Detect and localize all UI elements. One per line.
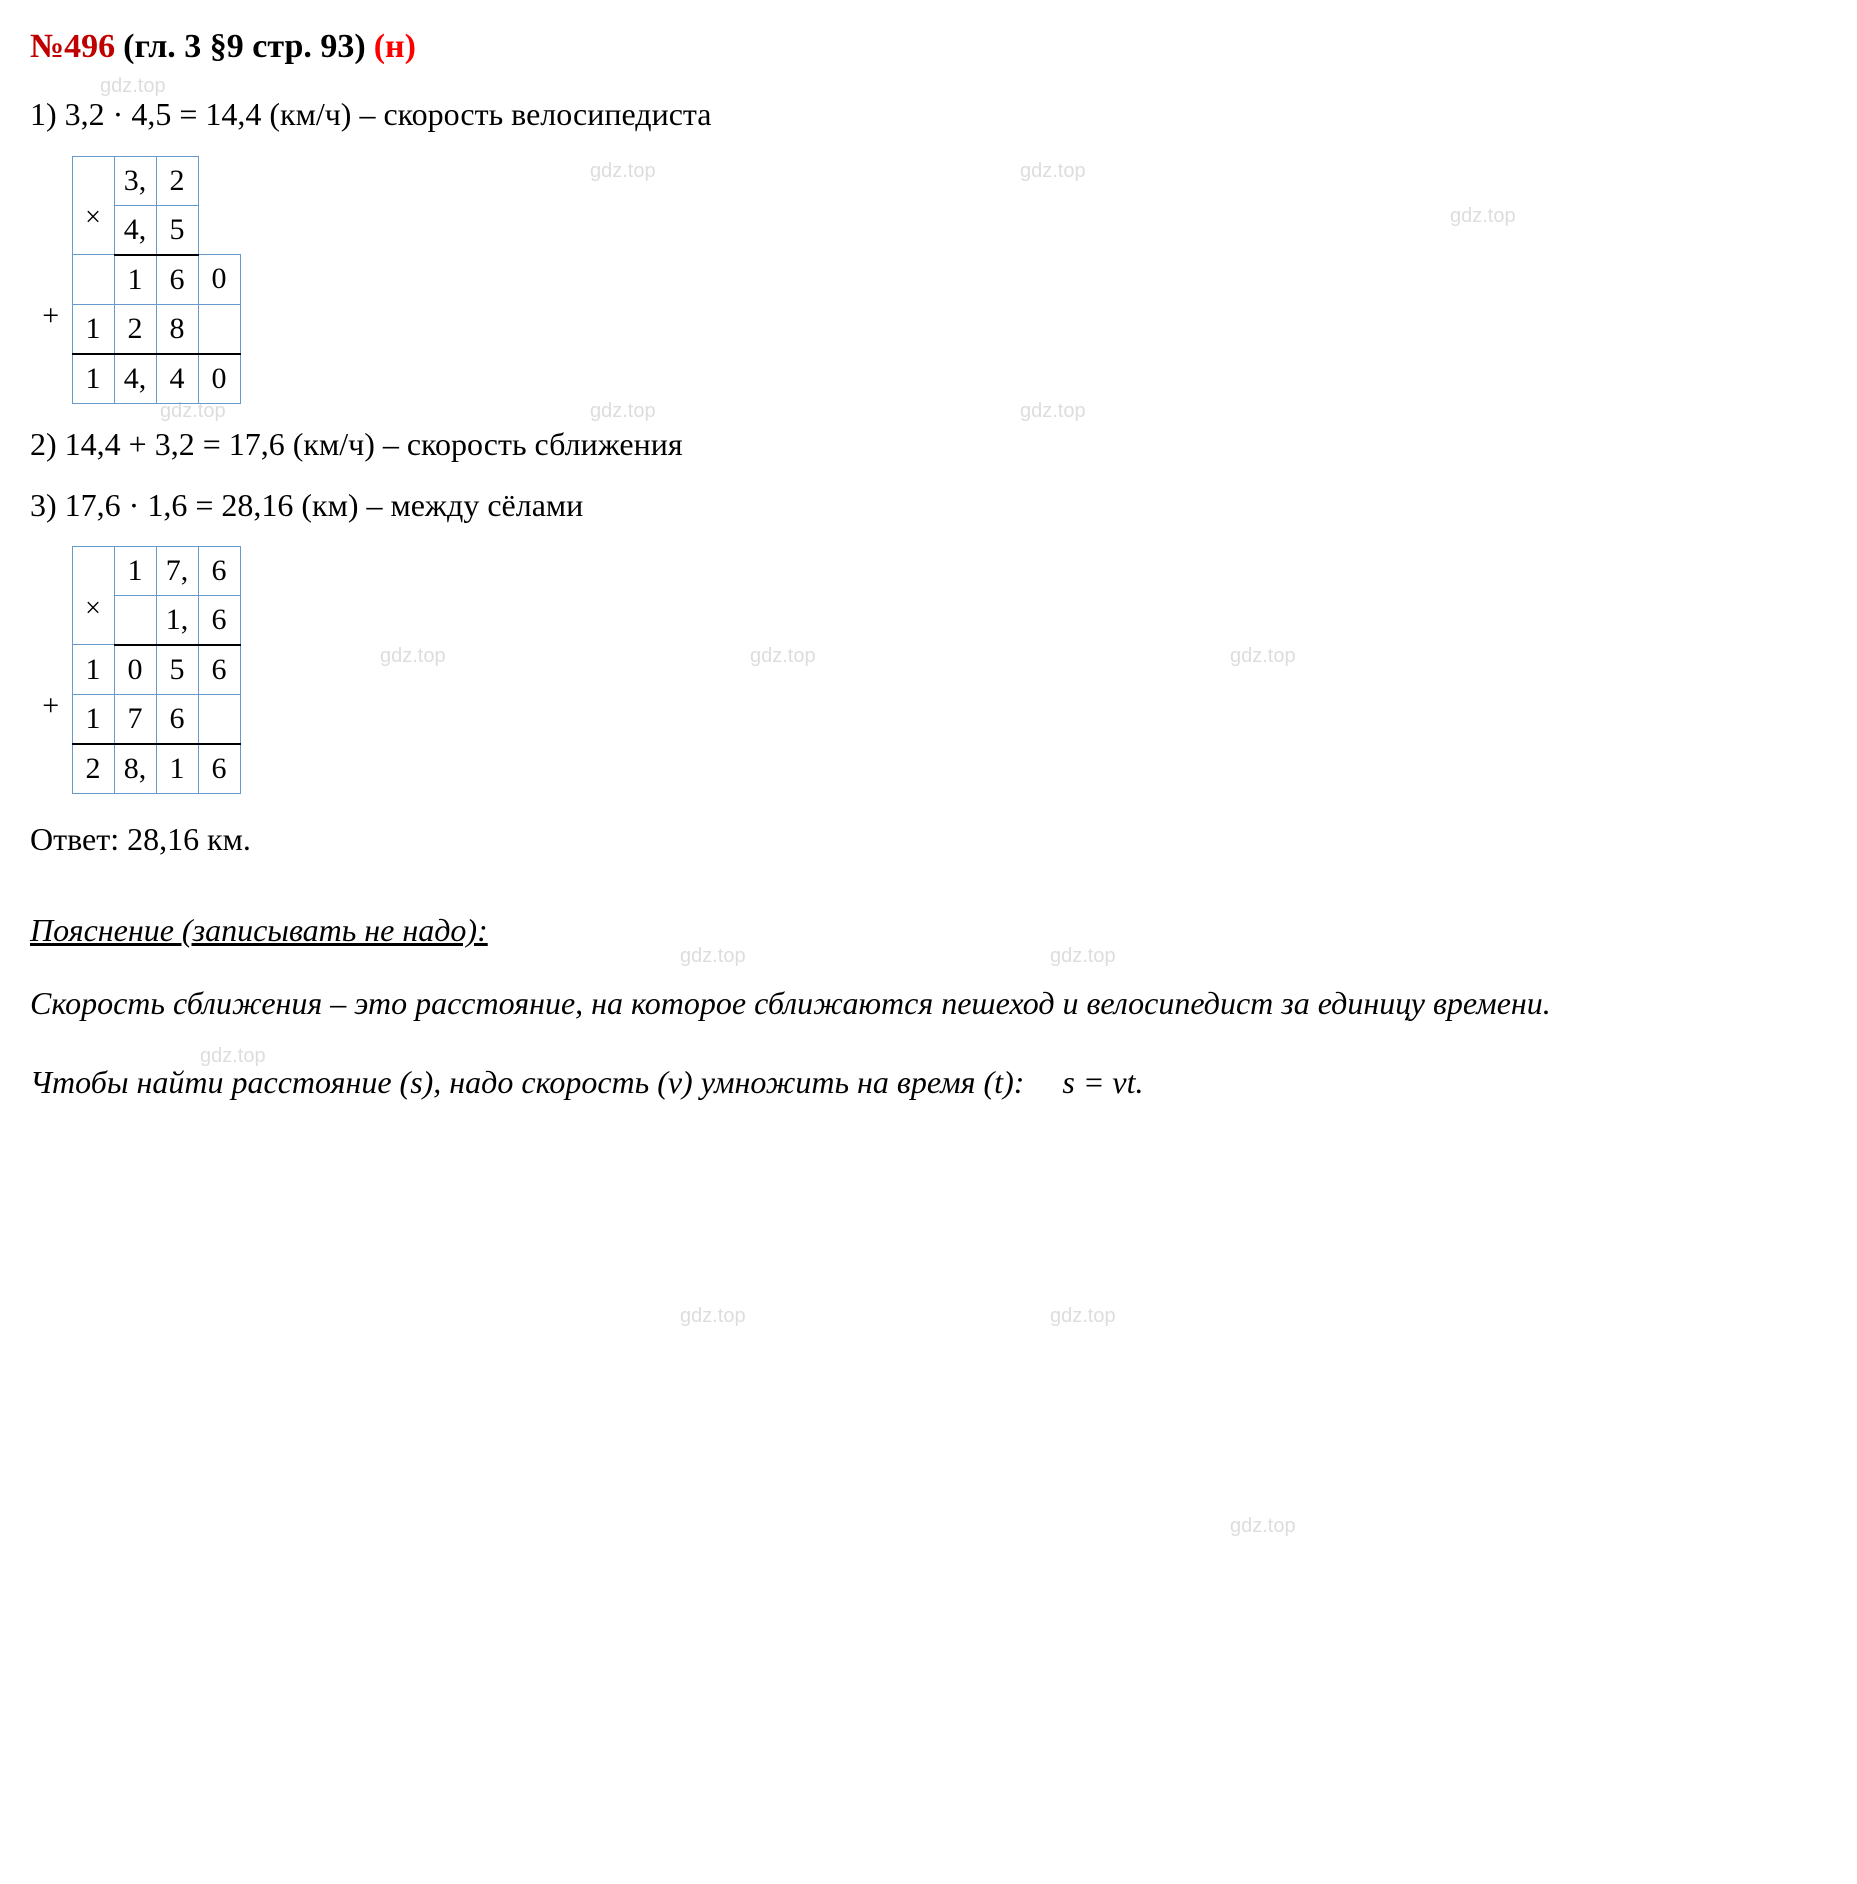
explanation-title: Пояснение (записывать не надо): <box>30 905 1827 956</box>
plus-icon: + <box>42 299 59 332</box>
calc-cell: 3, <box>114 156 156 205</box>
problem-reference: (гл. 3 §9 стр. 93) <box>123 28 366 65</box>
calc-cell: 5 <box>156 645 198 695</box>
formula-prefix: Чтобы найти расстояние (s), надо скорост… <box>30 1064 1024 1100</box>
watermark: gdz.top <box>1450 200 1516 232</box>
calc-cell: 6 <box>198 595 240 645</box>
problem-marker: (н) <box>374 28 416 65</box>
calculation-table-1: × 3, 2 4, 5 + 1 6 0 1 2 8 1 4, 4 0 <box>30 156 241 404</box>
explanation-para-1: Скорость сближения – это расстояние, на … <box>30 971 1827 1035</box>
calc-cell: 6 <box>156 255 198 305</box>
step-1: 1) 3,2 · 4,5 = 14,4 (км/ч) – скорость ве… <box>30 89 1827 140</box>
answer-text: Ответ: 28,16 км. <box>30 814 1827 865</box>
problem-number: №496 <box>30 28 115 65</box>
calc-cell: 1 <box>72 304 114 354</box>
calc-cell: 2 <box>114 304 156 354</box>
watermark: gdz.top <box>680 1300 746 1332</box>
calculation-table-2: × 1 7, 6 1, 6 + 1 0 5 6 1 7 6 2 8, 1 <box>30 546 241 794</box>
calc-cell: 4, <box>114 354 156 404</box>
calc-cell: 6 <box>198 645 240 695</box>
step-3: 3) 17,6 · 1,6 = 28,16 (км) – между сёлам… <box>30 480 1827 531</box>
explanation-para-2: Чтобы найти расстояние (s), надо скорост… <box>30 1050 1827 1114</box>
watermark: gdz.top <box>1230 1510 1296 1542</box>
calc-cell: 7 <box>114 694 156 744</box>
calc-cell: 8, <box>114 744 156 794</box>
calc-cell <box>198 694 240 744</box>
watermark: gdz.top <box>590 155 656 187</box>
calc-cell: 1 <box>114 255 156 305</box>
step-2: 2) 14,4 + 3,2 = 17,6 (км/ч) – скорость с… <box>30 419 1827 470</box>
calc-cell: 7, <box>156 546 198 595</box>
calc-cell: 5 <box>156 205 198 255</box>
calc-cell: 0 <box>198 255 240 305</box>
watermark: gdz.top <box>380 640 446 672</box>
multiply-icon: × <box>85 202 101 233</box>
calc-cell: 2 <box>156 156 198 205</box>
calc-cell: 6 <box>156 694 198 744</box>
calc-cell: 1 <box>72 645 114 695</box>
multiply-icon: × <box>85 593 101 624</box>
calc-cell: 1 <box>156 744 198 794</box>
formula-equation: s = vt. <box>1062 1064 1143 1100</box>
calc-cell: 0 <box>114 645 156 695</box>
calc-cell: 1, <box>156 595 198 645</box>
calc-cell: 4 <box>156 354 198 404</box>
calc-cell <box>198 304 240 354</box>
watermark: gdz.top <box>750 640 816 672</box>
calc-cell: 8 <box>156 304 198 354</box>
calc-cell: 1 <box>114 546 156 595</box>
watermark: gdz.top <box>1230 640 1296 672</box>
calc-cell <box>72 255 114 305</box>
calc-cell: 6 <box>198 546 240 595</box>
problem-header: №496 (гл. 3 §9 стр. 93) (н) <box>30 20 1827 74</box>
calc-cell: 4, <box>114 205 156 255</box>
calc-cell: 1 <box>72 354 114 404</box>
watermark: gdz.top <box>1050 1300 1116 1332</box>
calc-cell: 2 <box>72 744 114 794</box>
plus-icon: + <box>42 689 59 722</box>
watermark: gdz.top <box>1020 155 1086 187</box>
calc-cell: 0 <box>198 354 240 404</box>
calc-cell: 6 <box>198 744 240 794</box>
calc-cell <box>114 595 156 645</box>
calc-cell: 1 <box>72 694 114 744</box>
